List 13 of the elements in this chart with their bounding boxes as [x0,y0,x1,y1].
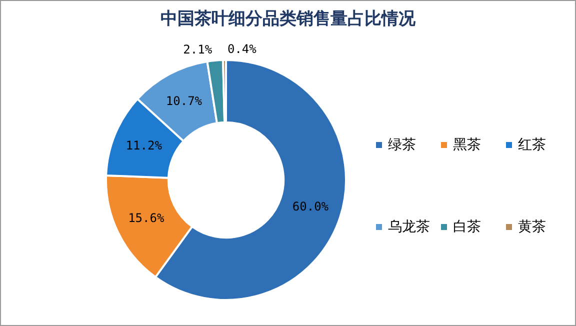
data-label: 0.4% [227,42,258,56]
data-label: 2.1% [183,42,213,57]
legend-label: 红茶 [518,136,546,154]
data-label: 11.2% [126,138,163,152]
data-label: 60.0% [292,200,330,214]
chart-title: 中国茶叶细分品类销售量占比情况 [160,8,416,30]
legend-label: 白茶 [453,218,481,236]
legend-label: 乌龙茶 [388,218,430,236]
legend-label: 黑茶 [453,136,481,154]
legend-label: 黄茶 [518,218,546,236]
data-label: 10.7% [166,94,203,108]
data-label: 15.6% [128,210,165,225]
legend-label: 绿茶 [388,136,416,154]
